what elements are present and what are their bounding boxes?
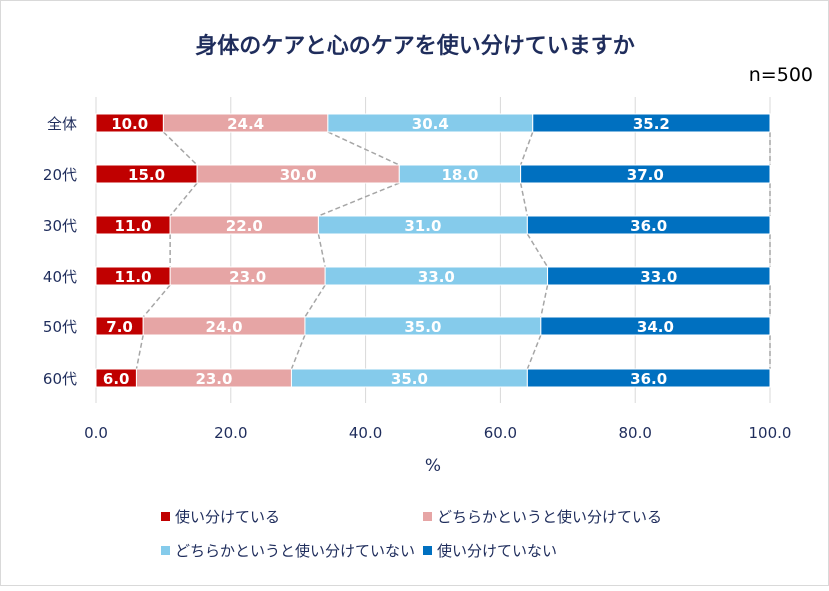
data-label: 22.0	[226, 217, 263, 235]
data-label: 10.0	[111, 115, 148, 133]
series-line	[526, 233, 549, 268]
series-line	[540, 284, 549, 318]
data-label: 35.0	[391, 370, 428, 388]
series-line	[526, 334, 542, 370]
data-label: 33.0	[418, 268, 455, 286]
data-label: 24.0	[206, 318, 243, 336]
data-label: 24.4	[227, 115, 264, 133]
data-label: 30.0	[280, 166, 317, 184]
legend-swatch	[161, 546, 170, 555]
data-label: 7.0	[106, 318, 133, 336]
y-tick-label: 50代	[43, 318, 77, 336]
data-label: 15.0	[128, 166, 165, 184]
bar-segment	[520, 164, 771, 184]
chart-title: 身体のケアと心のケアを使い分けていますか	[195, 33, 635, 59]
y-tick-label: 20代	[43, 166, 77, 184]
series-line	[142, 284, 171, 318]
bar-segment	[532, 113, 771, 133]
data-label: 23.0	[195, 370, 232, 388]
y-tick-label: 全体	[47, 115, 77, 133]
data-label: 35.2	[633, 115, 670, 133]
x-tick-label: 80.0	[618, 424, 651, 442]
y-tick-label: 40代	[43, 268, 77, 286]
data-label: 36.0	[630, 370, 667, 388]
legend-label: 使い分けていない	[437, 542, 557, 560]
series-line	[304, 284, 326, 318]
data-label: 36.0	[630, 217, 667, 235]
x-tick-label: 40.0	[349, 424, 382, 442]
series-line	[519, 182, 529, 217]
data-label: 35.0	[404, 318, 441, 336]
data-label: 37.0	[627, 166, 664, 184]
legend-label: どちらかというと使い分けている	[437, 508, 662, 526]
series-line	[290, 334, 306, 370]
series-line	[519, 131, 534, 166]
x-tick-label: 0.0	[84, 424, 108, 442]
series-line	[169, 182, 198, 217]
bar-segment	[547, 266, 771, 286]
bar-segment	[526, 368, 771, 388]
sample-size: n=500	[749, 64, 813, 86]
x-tick-label: 60.0	[484, 424, 517, 442]
data-label: 11.0	[115, 268, 152, 286]
series-line	[135, 334, 144, 370]
bar-segment	[540, 316, 771, 336]
legend-label: どちらかというと使い分けていない	[175, 542, 415, 560]
series-line	[327, 131, 400, 166]
legend-swatch	[423, 512, 432, 521]
data-label: 34.0	[637, 318, 674, 336]
legend-label: 使い分けている	[175, 508, 280, 526]
series-line	[318, 182, 400, 217]
y-tick-label: 60代	[43, 370, 77, 388]
data-label: 6.0	[103, 370, 130, 388]
bar-segment	[526, 215, 771, 235]
y-tick-label: 30代	[43, 217, 77, 235]
data-label: 11.0	[115, 217, 152, 235]
data-label: 31.0	[404, 217, 441, 235]
data-label: 23.0	[229, 268, 266, 286]
legend-swatch	[161, 512, 170, 521]
x-tick-label: 100.0	[749, 424, 792, 442]
data-label: 30.4	[412, 115, 449, 133]
series-line	[162, 131, 198, 166]
data-label: 33.0	[640, 268, 677, 286]
data-label: 18.0	[441, 166, 478, 184]
x-axis-label: %	[425, 456, 441, 476]
x-tick-label: 20.0	[214, 424, 247, 442]
series-line	[317, 233, 326, 268]
legend-swatch	[423, 546, 432, 555]
